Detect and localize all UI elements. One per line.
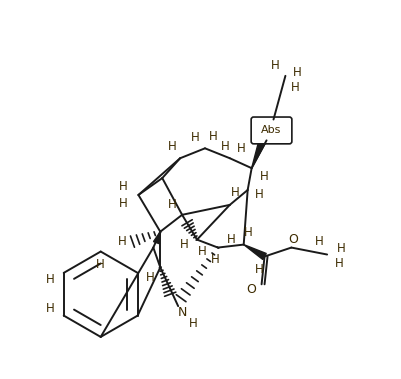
Polygon shape bbox=[251, 137, 267, 168]
Text: H: H bbox=[259, 169, 268, 183]
Polygon shape bbox=[153, 232, 160, 244]
Text: H: H bbox=[167, 140, 176, 153]
Text: H: H bbox=[146, 271, 154, 284]
Text: H: H bbox=[119, 197, 128, 210]
Text: H: H bbox=[45, 273, 54, 286]
Text: H: H bbox=[244, 226, 252, 239]
Text: H: H bbox=[118, 235, 127, 248]
Text: H: H bbox=[45, 302, 54, 315]
FancyBboxPatch shape bbox=[251, 117, 291, 144]
Text: O: O bbox=[246, 283, 256, 296]
Text: H: H bbox=[179, 238, 188, 251]
Text: H: H bbox=[336, 242, 344, 255]
Text: H: H bbox=[270, 60, 279, 72]
Text: H: H bbox=[190, 131, 199, 144]
Text: H: H bbox=[255, 263, 263, 276]
Text: H: H bbox=[220, 140, 229, 153]
Text: H: H bbox=[188, 316, 197, 329]
Text: O: O bbox=[288, 233, 298, 246]
Text: H: H bbox=[292, 66, 301, 79]
Text: H: H bbox=[230, 186, 239, 199]
Text: H: H bbox=[210, 253, 219, 266]
Text: H: H bbox=[314, 235, 323, 248]
Text: H: H bbox=[290, 81, 299, 94]
Text: H: H bbox=[197, 245, 206, 258]
Polygon shape bbox=[243, 244, 265, 260]
Text: H: H bbox=[255, 188, 263, 202]
Text: H: H bbox=[226, 233, 235, 246]
Text: H: H bbox=[237, 142, 245, 155]
Text: H: H bbox=[96, 258, 105, 271]
Text: N: N bbox=[177, 305, 186, 319]
Text: H: H bbox=[167, 198, 176, 211]
Text: H: H bbox=[208, 130, 217, 143]
Text: H: H bbox=[334, 257, 342, 270]
Text: Abs: Abs bbox=[261, 125, 281, 135]
Text: H: H bbox=[119, 180, 128, 193]
